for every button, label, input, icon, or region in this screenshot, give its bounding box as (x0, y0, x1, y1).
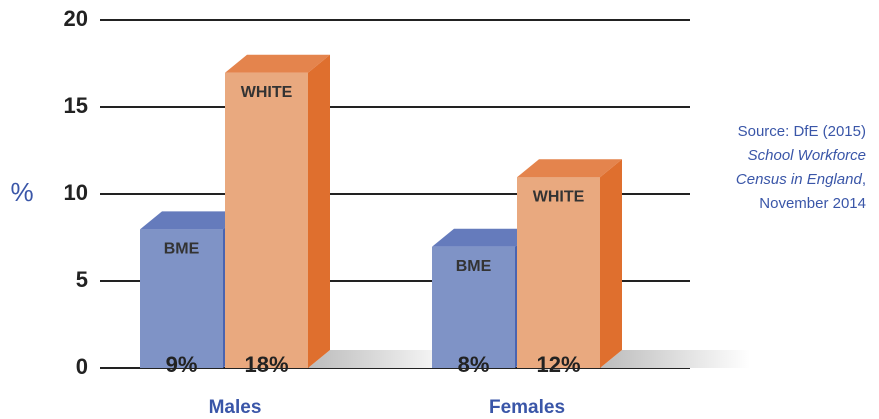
source-text: School Workforce (748, 147, 866, 164)
series-label: WHITE (533, 188, 585, 205)
bar-top (432, 228, 537, 247)
value-label: 9% (166, 352, 198, 377)
bar-side (308, 54, 330, 369)
source-text: November 2014 (759, 195, 866, 212)
bar-top (140, 211, 245, 230)
value-label: 18% (244, 352, 288, 377)
bar-front (517, 177, 600, 368)
source-text: Census in England (736, 171, 863, 188)
x-tick-label: Males (209, 397, 262, 418)
source-line: November 2014 (759, 195, 866, 212)
y-tick-label: 10 (64, 180, 88, 205)
value-label: 8% (458, 352, 490, 377)
source-text: , (862, 171, 866, 188)
bar-top (517, 159, 622, 178)
source-line: Source: DfE (2015) (738, 123, 866, 140)
y-tick-label: 5 (76, 267, 88, 292)
y-tick-label: 20 (64, 6, 88, 31)
value-label: 12% (536, 352, 580, 377)
y-tick-label: 0 (76, 354, 88, 379)
bar-front (225, 72, 308, 369)
series-label: BME (456, 258, 492, 275)
series-label: WHITE (241, 84, 293, 101)
series-label: BME (164, 241, 200, 258)
floor-shadow (600, 350, 750, 368)
bar-front (432, 246, 515, 368)
source-line: School Workforce (748, 147, 866, 164)
source-text: Source: DfE (2015) (738, 123, 866, 140)
source-line: Census in England, (736, 171, 866, 188)
bar-front (140, 229, 223, 368)
y-tick-label: 15 (64, 93, 88, 118)
floor-shadow (308, 350, 458, 368)
bar-side (600, 159, 622, 368)
bar-top (225, 54, 330, 73)
y-axis-label: % (10, 177, 33, 207)
x-tick-label: Females (489, 397, 565, 418)
